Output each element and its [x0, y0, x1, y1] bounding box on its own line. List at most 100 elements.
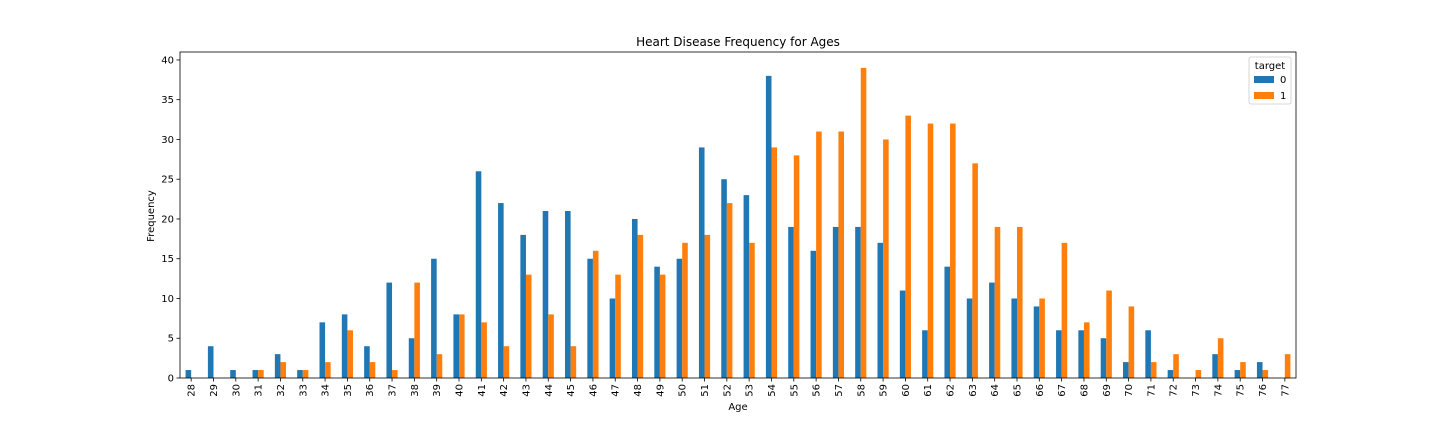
y-tick-label: 40 — [161, 55, 174, 66]
x-tick-label: 29 — [209, 384, 220, 397]
x-tick-label: 66 — [1035, 384, 1046, 397]
bar-target-0-age-38 — [408, 338, 415, 378]
bar-target-0-age-34 — [319, 322, 326, 378]
x-tick-label: 51 — [700, 384, 711, 397]
bar-target-1-age-70 — [1128, 306, 1135, 378]
bars-group — [185, 67, 1291, 379]
bar-target-1-age-40 — [459, 314, 465, 378]
x-tick-label: 35 — [343, 384, 354, 397]
bar-target-1-age-39 — [436, 354, 443, 378]
bar-target-1-age-66 — [1039, 298, 1045, 378]
bar-target-0-age-42 — [498, 203, 504, 378]
bar-target-0-age-59 — [877, 242, 884, 378]
x-tick-label: 73 — [1191, 384, 1202, 397]
bar-target-0-age-51 — [698, 147, 705, 378]
bar-target-1-age-54 — [771, 147, 778, 378]
bar-target-0-age-31 — [252, 370, 259, 378]
y-axis-label: Frequency — [146, 190, 157, 242]
x-tick-label: 34 — [321, 384, 332, 397]
legend-title: target — [1255, 61, 1285, 72]
bar-target-1-age-35 — [347, 330, 353, 378]
x-tick-label: 31 — [254, 384, 265, 397]
bar-target-0-age-48 — [631, 218, 638, 378]
bar-target-0-age-37 — [386, 282, 393, 378]
bar-target-1-age-64 — [994, 226, 1001, 378]
x-tick-label: 30 — [231, 384, 242, 397]
bar-target-1-age-61 — [927, 123, 934, 378]
x-tick-label: 43 — [521, 384, 532, 397]
y-tick-label: 25 — [161, 175, 174, 186]
bar-target-0-age-45 — [565, 211, 571, 378]
x-tick-label: 49 — [655, 384, 666, 397]
bar-target-0-age-41 — [475, 171, 482, 378]
x-tick-label: 68 — [1079, 384, 1090, 397]
x-tick-label: 75 — [1236, 384, 1247, 397]
bar-target-1-age-60 — [905, 115, 911, 379]
bar-target-1-age-48 — [637, 234, 644, 378]
bar-target-1-age-63 — [972, 163, 978, 378]
x-tick-label: 46 — [588, 384, 599, 397]
bar-target-0-age-76 — [1256, 362, 1263, 378]
bar-target-1-age-51 — [704, 234, 711, 378]
x-tick-label: 53 — [745, 384, 756, 397]
x-tick-label: 28 — [187, 384, 198, 397]
bar-target-1-age-38 — [414, 282, 420, 378]
bar-target-1-age-55 — [793, 155, 800, 378]
bar-target-0-age-49 — [654, 266, 660, 378]
bar-target-1-age-42 — [503, 346, 510, 378]
x-tick-label: 72 — [1169, 384, 1180, 397]
x-tick-label: 67 — [1057, 384, 1068, 397]
x-tick-label: 57 — [834, 384, 845, 397]
bar-target-1-age-44 — [548, 314, 554, 378]
bar-target-1-age-31 — [258, 370, 264, 378]
x-tick-label: 62 — [946, 384, 957, 397]
y-axis: 0 5 10 15 20 25 30 35 40 — [161, 55, 180, 385]
x-tick-label: 65 — [1013, 384, 1024, 397]
bar-target-0-age-71 — [1145, 330, 1151, 378]
bar-target-0-age-52 — [721, 179, 727, 378]
bar-target-1-age-50 — [682, 242, 688, 378]
bar-target-1-age-68 — [1083, 322, 1090, 378]
bar-target-1-age-67 — [1061, 242, 1068, 378]
bar-target-0-age-61 — [922, 330, 928, 378]
bar-target-0-age-62 — [944, 266, 951, 378]
bar-target-0-age-54 — [765, 75, 772, 378]
x-tick-label: 58 — [856, 384, 867, 397]
x-tick-label: 60 — [901, 384, 912, 397]
x-tick-label: 36 — [365, 384, 376, 397]
bar-target-0-age-36 — [364, 346, 370, 378]
bar-target-0-age-30 — [230, 370, 236, 378]
x-axis-label: Age — [728, 402, 747, 413]
bar-target-1-age-46 — [592, 250, 599, 378]
x-tick-label: 71 — [1146, 384, 1157, 397]
x-tick-label: 33 — [298, 384, 309, 397]
bar-target-1-age-77 — [1284, 354, 1291, 378]
bar-target-1-age-62 — [950, 123, 956, 378]
x-tick-label: 61 — [923, 384, 934, 397]
bar-target-0-age-65 — [1011, 298, 1017, 378]
bar-target-1-age-59 — [883, 139, 889, 378]
bar-target-1-age-72 — [1173, 354, 1179, 378]
x-tick-label: 77 — [1280, 384, 1291, 397]
bar-target-0-age-56 — [810, 250, 817, 378]
x-tick-label: 52 — [722, 384, 733, 397]
y-tick-label: 5 — [168, 334, 174, 345]
x-tick-label: 39 — [432, 384, 443, 397]
x-tick-label: 55 — [789, 384, 800, 397]
legend-label-1: 1 — [1280, 91, 1286, 102]
bar-target-0-age-53 — [743, 195, 750, 378]
x-tick-label: 47 — [611, 384, 622, 397]
legend: target 0 1 — [1248, 56, 1292, 105]
bar-target-0-age-68 — [1078, 330, 1084, 378]
bar-target-1-age-37 — [392, 370, 398, 378]
bar-target-1-age-76 — [1262, 370, 1269, 378]
bar-target-1-age-56 — [816, 131, 822, 378]
x-tick-label: 76 — [1258, 384, 1269, 397]
bar-target-0-age-44 — [542, 211, 549, 378]
bar-target-0-age-32 — [274, 354, 281, 378]
bar-target-0-age-29 — [207, 346, 214, 378]
bar-target-1-age-65 — [1017, 226, 1023, 378]
bar-target-0-age-67 — [1056, 330, 1062, 378]
plot-frame — [179, 51, 1297, 379]
